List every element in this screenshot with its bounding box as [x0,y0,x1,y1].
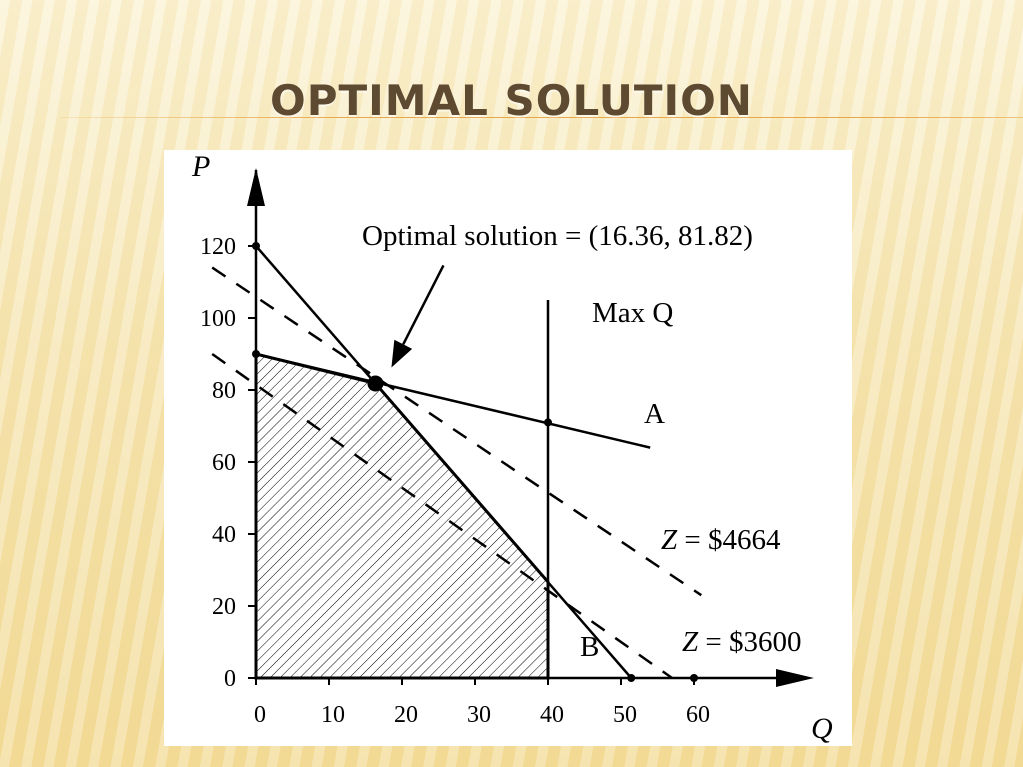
y-axis-label: P [191,150,210,183]
marked-points [252,242,698,682]
series-line-0 [255,352,651,449]
max-q-label: Max Q [592,297,673,329]
marked-point-2 [544,418,552,427]
marked-point-1 [252,350,260,358]
x-tick-label-1: 10 [321,702,345,728]
title-divider-line [60,117,1023,118]
y-axis-arrowhead [247,168,265,206]
z-3600-label: Z = $3600 [682,626,802,658]
series-line-3 [211,266,702,597]
line-a-label: A [644,398,665,430]
line-b-label: B [580,631,599,663]
z-3600-value: = $3600 [698,626,801,658]
z-3600-variable: Z [682,626,699,658]
optimal-solution-label: Optimal solution = (16.36, 81.82) [362,220,753,252]
constraint-lines [211,245,702,680]
x-tick-label-5: 50 [613,702,637,728]
optimal-point [367,375,384,392]
y-tick-label-0: 0 [224,666,236,692]
x-axis-arrowhead [776,669,814,687]
x-tick-label-3: 30 [467,702,491,728]
z-4664-label: Z = $4664 [661,524,781,556]
y-tick-label-4: 80 [212,378,236,404]
optimal-arrow-head [391,339,413,368]
y-tick-label-6: 120 [200,234,236,260]
x-tick-label-2: 20 [394,702,418,728]
marked-point-0 [252,242,260,250]
slide-title: OPTIMAL SOLUTION [270,76,753,125]
x-tick-label-4: 40 [540,702,564,728]
z-4664-variable: Z [661,524,678,556]
chart-svg: 0 10 20 30 40 50 60 0 20 40 60 80 100 120 P Q Optimal… [191,150,833,745]
optimal-arrow-line [402,264,445,345]
y-tick-label-3: 60 [212,450,236,476]
series-line-4 [211,352,673,680]
y-tick-label-1: 20 [212,594,236,620]
x-tick-label-6: 60 [686,702,710,728]
axis-ticks: 0 10 20 30 40 50 60 0 20 40 60 80 100 120 [200,234,710,728]
y-tick-label-2: 40 [212,522,236,548]
chart-panel: 0 10 20 30 40 50 60 0 20 40 60 80 100 120 P Q Optimal… [164,150,852,746]
marked-point-3 [627,674,636,682]
x-tick-label-0: 0 [254,702,266,728]
x-axis-label: Q [811,712,833,745]
z-4664-value: = $4664 [677,524,781,556]
y-tick-label-5: 100 [200,306,236,332]
feasible-region [254,352,550,680]
marked-point-4 [690,674,698,682]
